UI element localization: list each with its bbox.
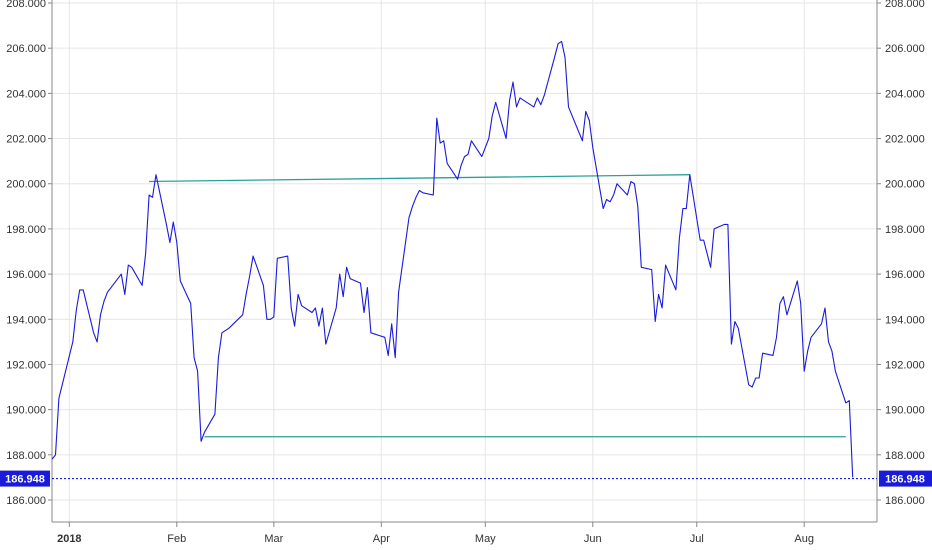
x-tick-label: Jun xyxy=(584,533,602,545)
y-tick-label-left: 194.000 xyxy=(6,314,46,326)
y-tick-label-left: 206.000 xyxy=(6,43,46,55)
last-value-badge-right xyxy=(879,470,932,487)
y-tick-label-left: 190.000 xyxy=(6,405,46,417)
y-tick-label-right: 186.000 xyxy=(885,495,925,507)
price-series-line xyxy=(51,40,854,478)
x-tick-label: Feb xyxy=(167,533,186,545)
trendlines xyxy=(149,174,846,438)
last-value-label-right: 186.948 xyxy=(885,474,925,486)
last-value-badge-left xyxy=(0,470,50,487)
y-tick-label-left: 198.000 xyxy=(6,224,46,236)
grid xyxy=(52,0,877,522)
y-tick-label-right: 198.000 xyxy=(885,224,925,236)
y-tick-label-left: 204.000 xyxy=(6,88,46,100)
y-tick-label-right: 206.000 xyxy=(885,43,925,55)
x-tick-label: 2018 xyxy=(57,533,81,545)
y-tick-label-right: 188.000 xyxy=(885,450,925,462)
x-tick-label: Apr xyxy=(373,533,390,545)
y-tick-label-left: 208.000 xyxy=(6,0,46,10)
y-tick-label-left: 196.000 xyxy=(6,269,46,281)
y-tick-label-right: 194.000 xyxy=(885,314,925,326)
series xyxy=(51,40,854,478)
x-tick-label: Jul xyxy=(690,533,704,545)
y-tick-label-left: 186.000 xyxy=(6,495,46,507)
y-tick-label-right: 196.000 xyxy=(885,269,925,281)
y-tick-label-right: 192.000 xyxy=(885,359,925,371)
y-tick-label-left: 192.000 xyxy=(6,359,46,371)
y-tick-label-right: 200.000 xyxy=(885,179,925,191)
trendline xyxy=(149,174,690,183)
last-value-marker: 186.948 186.948 xyxy=(0,470,932,487)
y-tick-label-left: 188.000 xyxy=(6,450,46,462)
y-tick-label-right: 190.000 xyxy=(885,405,925,417)
x-tick-label: Aug xyxy=(794,533,814,545)
y-tick-label-right: 204.000 xyxy=(885,88,925,100)
y-tick-label-right: 208.000 xyxy=(885,0,925,10)
y-tick-label-left: 202.000 xyxy=(6,134,46,146)
y-tick-label-left: 200.000 xyxy=(6,179,46,191)
x-tick-label: May xyxy=(475,533,496,545)
y-tick-label-right: 202.000 xyxy=(885,134,925,146)
axes: 186.000 186.000 188.000 188.000 190.000 190.0… xyxy=(6,0,925,545)
x-tick-label: Mar xyxy=(264,533,283,545)
last-value-label-left: 186.948 xyxy=(5,474,45,486)
